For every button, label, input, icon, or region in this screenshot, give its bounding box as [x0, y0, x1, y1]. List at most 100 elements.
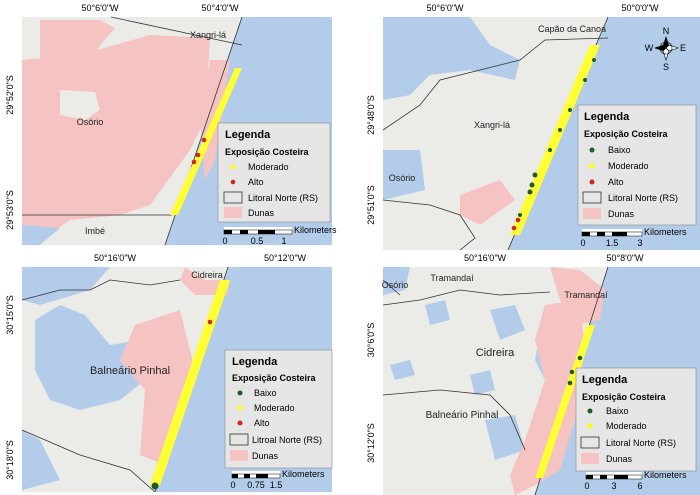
alto-point — [515, 217, 521, 223]
place-label-xangri-la: Xangri-lá — [474, 120, 510, 130]
baixo-points — [518, 58, 596, 217]
left-coord-2: 30°12'0"S — [366, 423, 376, 463]
left-coord-1: 30°15'0"S — [5, 295, 15, 335]
scale-tick: 0 — [580, 238, 585, 248]
scale-tick: 6 — [637, 481, 642, 491]
moderado-swatch — [589, 163, 595, 169]
compass-w: W — [645, 43, 654, 53]
moderado-swatch — [230, 164, 236, 170]
alto-point — [195, 152, 201, 158]
moderado-swatch — [587, 423, 593, 429]
north-arrow-icon: N S E W — [645, 26, 686, 72]
dunes-area — [22, 35, 210, 245]
scale-tick: 3 — [637, 238, 642, 248]
legend-item-dunes: Dunas — [608, 209, 635, 219]
legend: Legenda Exposição Costeira Baixo Moderad… — [224, 349, 333, 469]
lagoon — [390, 360, 415, 380]
coast-band — [510, 45, 600, 235]
dunes-swatch — [583, 208, 601, 219]
scale-tick: 1 — [281, 236, 286, 245]
scale-tick: 0 — [584, 481, 589, 491]
place-label-balneario-pinhal: Balneário Pinhal — [90, 365, 170, 377]
lagoon — [22, 225, 60, 245]
map-panel-4: 50°16'0"W 50°8'0"W 30°6'0"S 30°12'0"S Os… — [350, 250, 700, 495]
top-coord-2: 50°4'0"W — [201, 3, 239, 13]
dunes-area — [550, 267, 605, 325]
place-label-tramandai: Tramandaí — [430, 273, 474, 283]
legend-subtitle: Exposição Costeira — [232, 373, 317, 383]
place-label-imbe: Imbé — [85, 226, 105, 236]
legend-item-dunes: Dunas — [606, 454, 633, 464]
alto-point — [207, 319, 213, 325]
place-label-balneario-pinhal: Balneário Pinhal — [426, 410, 499, 421]
scale-tick: 0 — [222, 236, 227, 245]
boundary-swatch — [229, 433, 249, 446]
boundary-line — [21, 279, 181, 301]
top-coord-2: 50°12'0"W — [264, 253, 307, 263]
baixo-swatch — [587, 408, 593, 414]
legend: Legenda Exposição Costeira Baixo Moderad… — [577, 104, 697, 226]
scale-bar: Kilometers 0 0.5 1 — [222, 225, 337, 245]
legend-item-boundary: Litoral Norte (RS) — [606, 438, 676, 448]
left-coord-1: 29°48'0"S — [366, 95, 376, 135]
alto-swatch — [589, 179, 595, 185]
alto-point — [201, 137, 207, 143]
lagoon — [383, 17, 520, 100]
lagoon — [383, 267, 410, 295]
boundary-line — [382, 199, 476, 250]
legend-item-boundary: Litoral Norte (RS) — [608, 193, 678, 203]
moderado-swatch — [237, 405, 243, 411]
place-label-cidreira: Cidreira — [191, 270, 223, 280]
scale-unit: Kilometers — [294, 225, 337, 235]
dunes-area — [460, 180, 515, 225]
alto-swatch — [237, 420, 243, 426]
coast-band — [150, 280, 230, 485]
scale-unit: Kilometers — [644, 470, 687, 480]
scale-bar: Kilometers 0 0.75 1.5 — [230, 469, 325, 490]
place-label-xangri-la: Xangri-lá — [190, 30, 226, 40]
baixo-point — [151, 482, 159, 490]
place-label-tramandai: Tramandaí — [564, 290, 608, 300]
compass-n: N — [663, 26, 670, 36]
place-label-cidreira: Cidreira — [476, 347, 515, 359]
legend-item-boundary: Litoral Norte (RS) — [248, 193, 318, 203]
lagoon — [22, 267, 110, 305]
legend-item-moderado: Moderado — [248, 162, 289, 172]
legend-item-boundary: Litroal Norte (RS) — [252, 435, 322, 445]
legend-item-dunes: Dunas — [252, 451, 279, 461]
map-panel-3: 50°16'0"W 50°12'0"W 30°15'0"S 30°18'0"S … — [0, 250, 345, 495]
legend: Legenda Exposição Costeira Moderado Alto… — [217, 122, 331, 223]
scale-unit: Kilometers — [644, 227, 687, 237]
legend-item-moderado: Moderado — [606, 421, 647, 431]
top-coord-1: 50°6'0"W — [81, 3, 119, 13]
left-coord-1: 29°52'0"S — [5, 75, 15, 115]
boundary-swatch — [223, 191, 243, 204]
boundary-line — [382, 389, 526, 451]
scale-bar: Kilometers 0 3 6 — [584, 470, 687, 491]
legend-subtitle: Exposição Costeira — [582, 392, 667, 402]
legend-item-baixo: Baixo — [608, 145, 631, 155]
legend-subtitle: Exposição Costeira — [584, 129, 669, 139]
map-panel-2: 50°6'0"W 50°0'0"W 29°48'0"S 29°51'0"S Ca… — [350, 0, 700, 250]
land-area — [60, 90, 100, 120]
boundary-line — [382, 37, 609, 131]
baixo-swatch — [589, 147, 595, 153]
place-label-capao-da-canoa: Capão da Canoa — [538, 24, 606, 34]
legend-item-baixo: Baixo — [606, 406, 629, 416]
boundary-line — [21, 429, 156, 493]
left-coord-1: 30°6'0"S — [366, 323, 376, 358]
top-coord-2: 50°8'0"W — [606, 253, 644, 263]
dunes-swatch — [230, 450, 248, 461]
lagoon — [425, 300, 450, 325]
lagoon — [470, 370, 495, 395]
lagoon — [490, 305, 525, 340]
compass-s: S — [663, 62, 669, 72]
dunes-swatch — [224, 207, 242, 218]
scale-tick: 0.75 — [247, 480, 265, 490]
legend-title: Legenda — [232, 356, 278, 368]
coast-band — [170, 68, 242, 215]
place-label-osorio: Osório — [389, 173, 416, 183]
scale-tick: 1.5 — [270, 480, 283, 490]
coast-band — [535, 325, 595, 478]
legend-item-alto: Alto — [254, 418, 270, 428]
